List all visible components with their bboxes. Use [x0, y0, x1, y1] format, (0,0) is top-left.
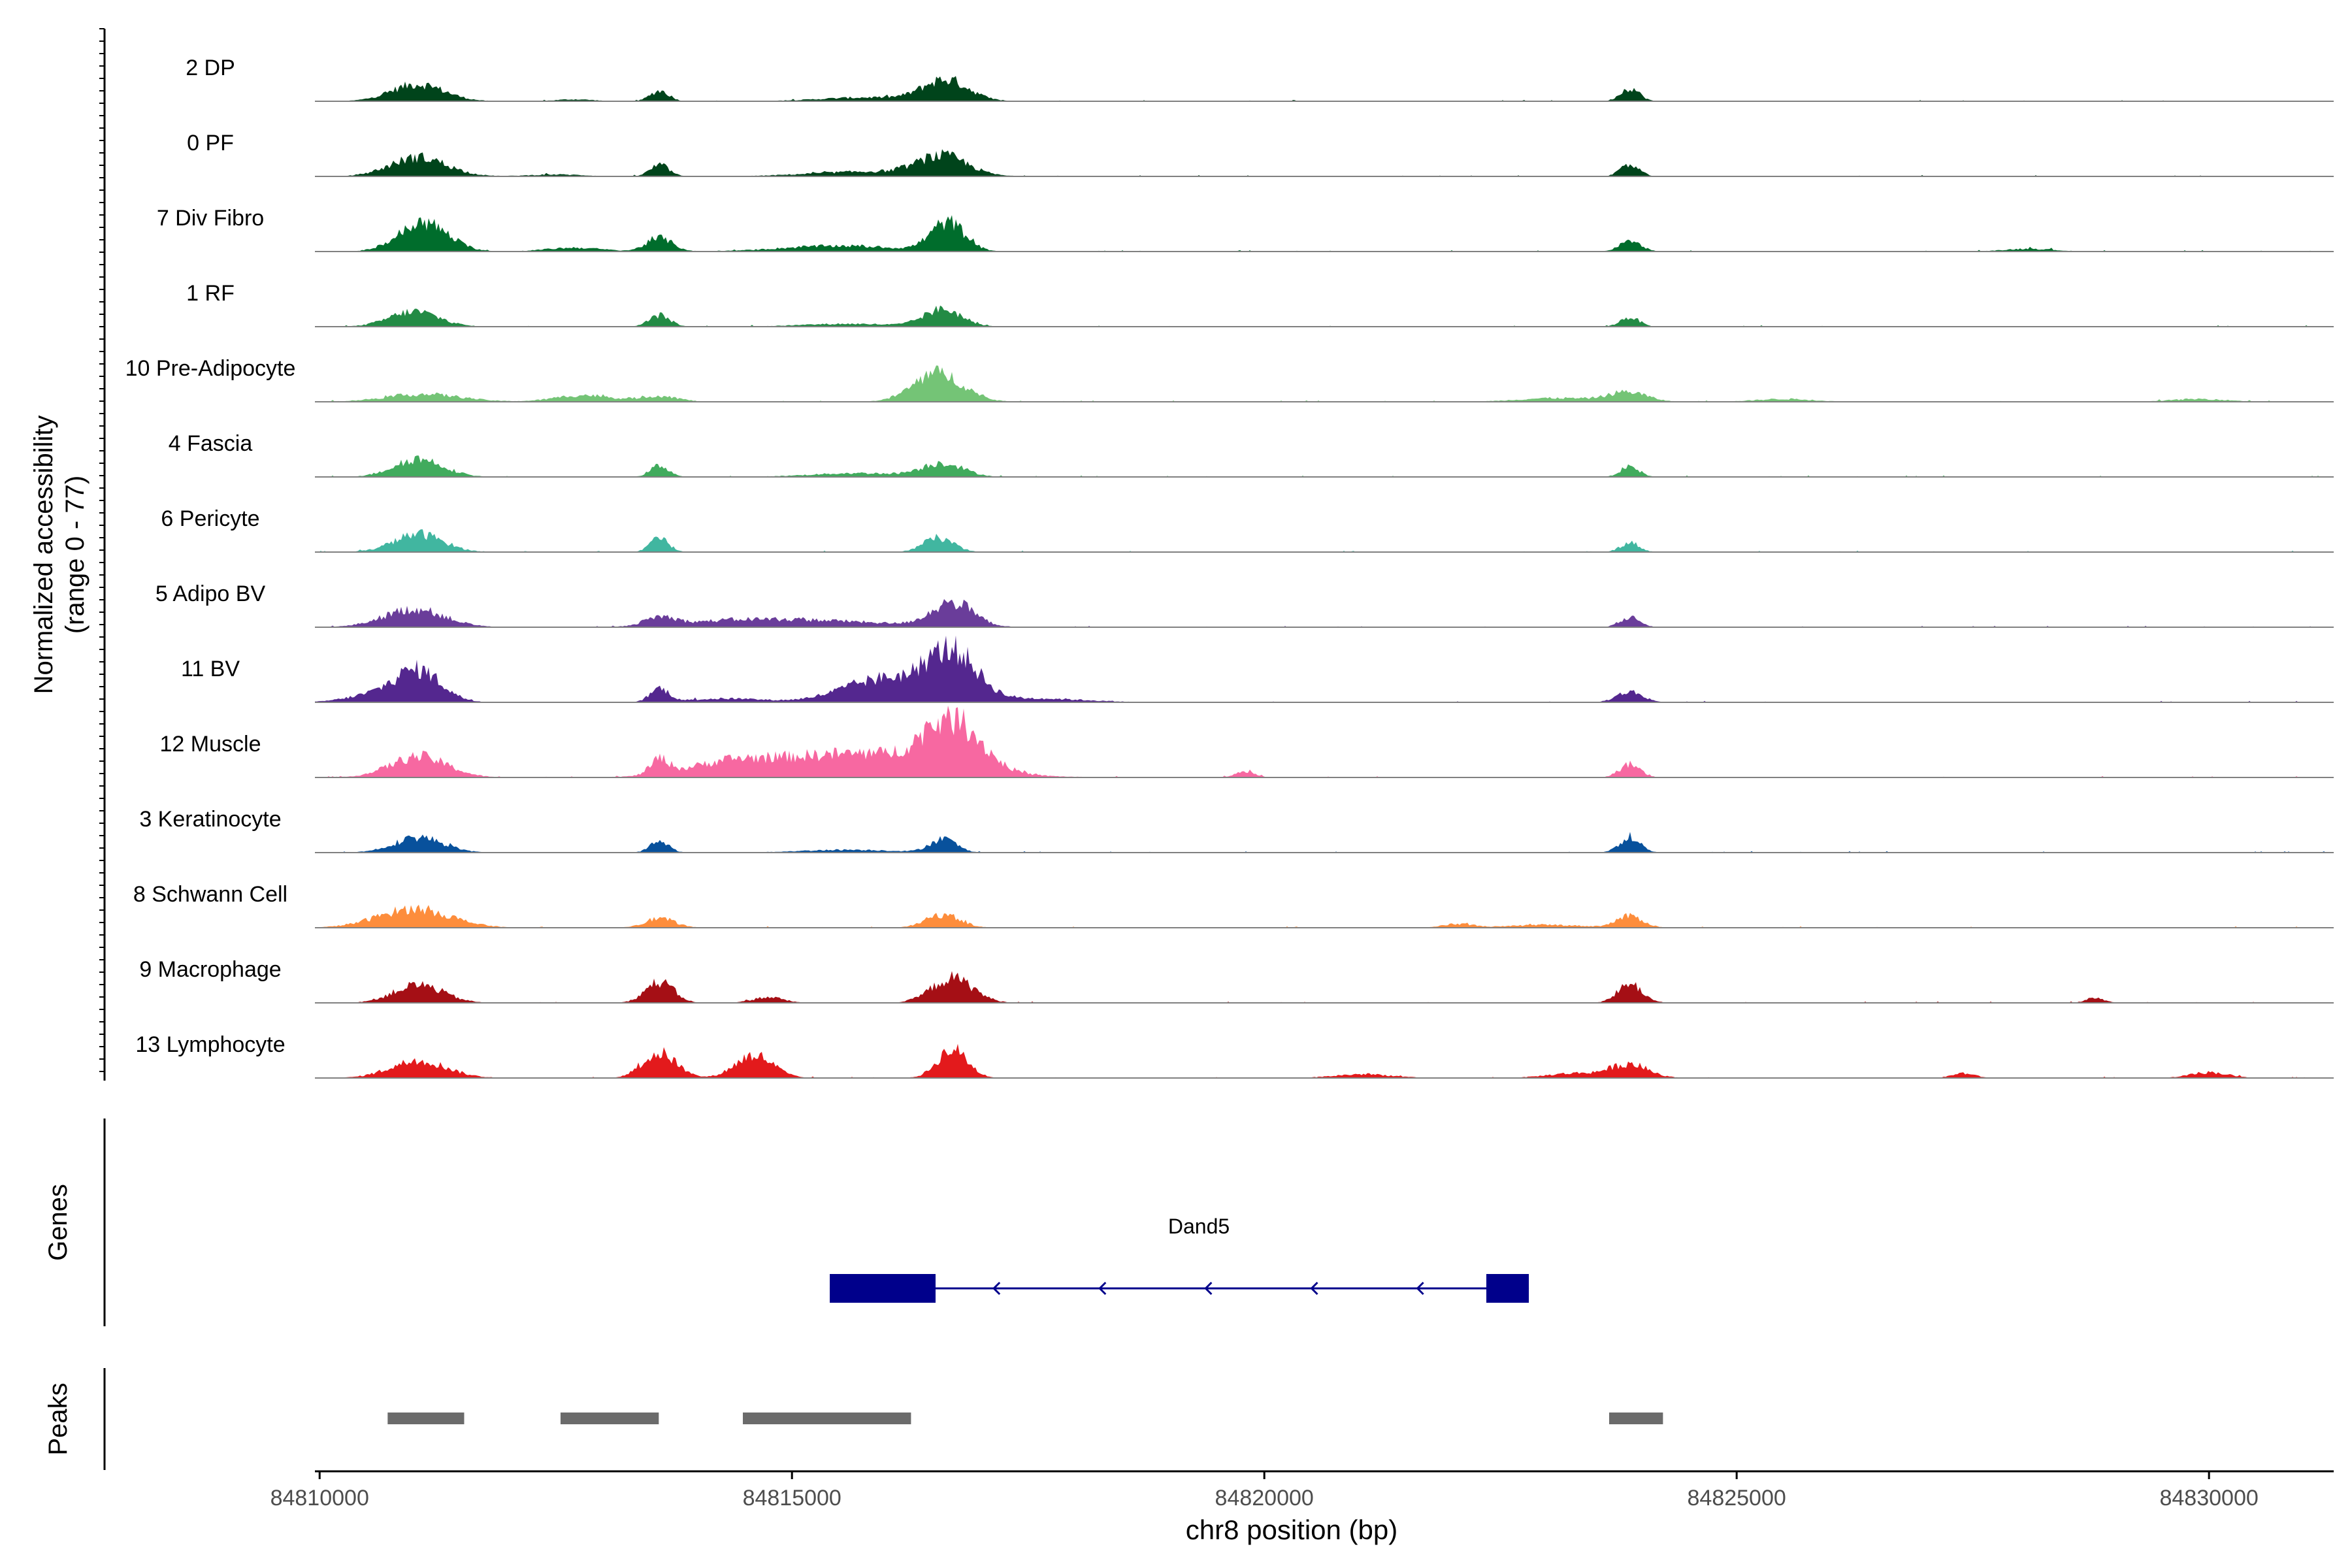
peak-region-bar [387, 1413, 465, 1424]
gene-exon [830, 1274, 936, 1303]
genes-panel-label: Genes [44, 1184, 73, 1261]
track-label: 7 Div Fibro [157, 206, 264, 231]
x-tick-label: 84825000 [1688, 1486, 1786, 1511]
gene-exon [1486, 1274, 1529, 1303]
peaks-panel-label: Peaks [44, 1382, 73, 1455]
track-label: 12 Muscle [160, 732, 261, 757]
gene-name-label: Dand5 [1168, 1215, 1230, 1238]
track-1-rf: 1 RF [186, 281, 2334, 327]
peak-region-bar [560, 1413, 659, 1424]
track-7-div-fibro: 7 Div Fibro [157, 206, 2334, 252]
track-6-pericyte: 6 Pericyte [161, 506, 2334, 553]
strand-arrow [1416, 1281, 1424, 1296]
y-axis-label: Normalized accessibility [29, 416, 58, 694]
peak-region-bar [1609, 1413, 1663, 1424]
peak-region-bar [743, 1413, 911, 1424]
x-tick-label: 84815000 [743, 1486, 841, 1511]
track-label: 0 PF [187, 131, 234, 155]
track-0-pf: 0 PF [187, 131, 2334, 177]
track-2-dp: 2 DP [186, 56, 2334, 102]
x-axis-label: chr8 position (bp) [1186, 1514, 1398, 1545]
track-label: 5 Adipo BV [155, 581, 266, 606]
track-label: 6 Pericyte [161, 506, 259, 531]
track-5-adipo-bv: 5 Adipo BV [155, 581, 2334, 628]
track-11-bv: 11 BV [181, 635, 2334, 703]
track-layer: 2 DP 0 PF 7 Div Fibro 1 RF 10 Pre-Adipocyte 4… [125, 56, 2334, 1079]
track-label: 2 DP [186, 56, 235, 80]
strand-arrow [1310, 1281, 1318, 1296]
track-9-macrophage: 9 Macrophage [139, 957, 2334, 1004]
track-13-lymphocyte: 13 Lymphocyte [135, 1032, 2334, 1079]
peak-regions [387, 1413, 1663, 1424]
track-8-schwann-cell: 8 Schwann Cell [133, 882, 2334, 928]
track-label: 4 Fascia [169, 431, 253, 456]
y-axis: Normalized accessibility (range 0 - 77) [29, 28, 106, 1081]
track-label: 3 Keratinocyte [139, 807, 281, 832]
track-4-fascia: 4 Fascia [169, 431, 2334, 478]
x-tick-label: 84810000 [270, 1486, 369, 1511]
gene-model [830, 1274, 1529, 1303]
x-tick-label: 84830000 [2159, 1486, 2258, 1511]
track-label: 8 Schwann Cell [133, 882, 287, 907]
peaks-panel: Peaks [44, 1368, 1663, 1470]
genes-panel: Genes Dand5 [44, 1119, 1529, 1326]
strand-arrow [1204, 1281, 1213, 1296]
track-label: 13 Lymphocyte [135, 1032, 285, 1057]
x-tick-label: 84820000 [1215, 1486, 1314, 1511]
track-label: 1 RF [186, 281, 235, 306]
strand-arrow [1098, 1281, 1107, 1296]
x-axis-ticks: 84810000 84815000 84820000 84825000 84830000 [270, 1471, 2259, 1511]
y-axis-ticks [99, 28, 105, 1072]
strand-arrow [992, 1281, 1001, 1296]
track-3-keratinocyte: 3 Keratinocyte [139, 807, 2334, 853]
track-label: 11 BV [181, 657, 240, 681]
track-label: 9 Macrophage [139, 957, 281, 982]
track-10-pre-adipocyte: 10 Pre-Adipocyte [125, 356, 2334, 402]
y-axis-label-range: (range 0 - 77) [61, 476, 90, 634]
track-12-muscle: 12 Muscle [160, 706, 2334, 778]
track-label: 10 Pre-Adipocyte [125, 356, 296, 381]
x-axis: 84810000 84815000 84820000 84825000 84830000… [270, 1470, 2334, 1545]
